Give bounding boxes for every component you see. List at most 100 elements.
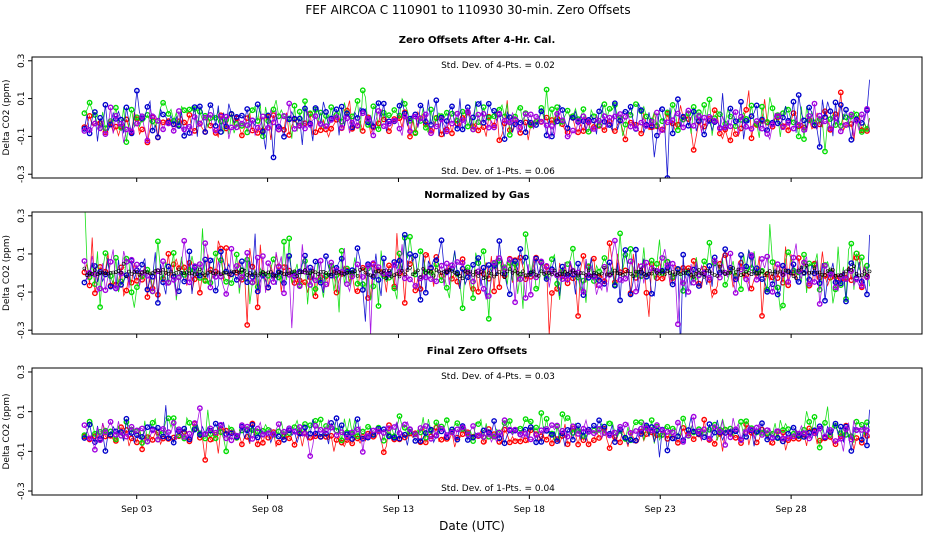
data-point (380, 430, 387, 436)
data-point (549, 440, 555, 447)
data-point (422, 124, 429, 131)
data-point (811, 270, 818, 277)
data-point (312, 277, 319, 284)
data-point (480, 248, 487, 255)
data-point (522, 254, 529, 261)
data-point (659, 427, 666, 434)
data-point (675, 419, 681, 426)
data-point (858, 254, 865, 261)
data-point (302, 421, 308, 427)
data-point (764, 130, 771, 137)
data-point (274, 273, 278, 278)
data-point (433, 123, 440, 130)
data-point (365, 263, 371, 269)
data-point (492, 274, 496, 279)
data-point (359, 87, 366, 94)
data-point (570, 114, 576, 121)
data-point (837, 435, 844, 442)
data-point (365, 119, 371, 126)
data-point (533, 113, 539, 120)
data-point (281, 428, 287, 435)
data-point (354, 245, 361, 252)
data-point (86, 99, 93, 106)
data-point (748, 135, 755, 142)
data-point (317, 426, 324, 433)
data-point (144, 137, 151, 144)
data-point (759, 312, 765, 319)
data-point (459, 259, 466, 266)
data-point (702, 274, 707, 279)
data-point (405, 268, 410, 272)
data-point (363, 270, 368, 275)
data-point (449, 103, 455, 110)
data-point (643, 425, 650, 432)
data-point (312, 293, 319, 300)
data-point (506, 418, 513, 424)
data-point (181, 271, 188, 278)
data-point (686, 268, 691, 272)
data-point (848, 111, 855, 118)
data-point (617, 439, 623, 446)
data-point (217, 421, 224, 428)
data-point (370, 283, 377, 290)
data-point (123, 287, 130, 294)
data-point (727, 137, 734, 144)
data-point (795, 133, 802, 140)
data-point (86, 282, 93, 289)
data-point (149, 113, 156, 120)
data-point (244, 106, 251, 112)
figure-title: FEF AIRCOA C 110901 to 110930 30-min. Ze… (305, 3, 630, 17)
data-point (543, 122, 550, 129)
data-point (344, 115, 350, 122)
data-point (317, 257, 324, 264)
data-point (681, 271, 686, 275)
data-point (265, 124, 272, 131)
data-point (302, 279, 308, 285)
data-point (533, 439, 539, 446)
data-point (113, 123, 119, 130)
data-point (811, 100, 818, 107)
data-point (90, 272, 94, 276)
data-point (422, 423, 429, 429)
data-point (338, 437, 345, 444)
data-point (827, 116, 834, 123)
data-point (612, 100, 618, 107)
data-point (270, 106, 277, 113)
data-point (223, 123, 230, 130)
data-point (313, 270, 318, 275)
data-point (123, 104, 130, 111)
data-point (543, 276, 550, 282)
data-point (738, 98, 744, 105)
data-point (858, 436, 865, 443)
data-point (853, 250, 860, 257)
data-point (811, 430, 818, 437)
data-point (417, 248, 424, 255)
data-point (727, 250, 734, 257)
data-point (133, 114, 140, 121)
data-point (227, 272, 231, 277)
data-point (517, 431, 524, 438)
data-point (359, 110, 366, 117)
data-point (354, 426, 361, 433)
data-point (617, 276, 623, 283)
data-point (281, 436, 287, 443)
data-point (203, 273, 207, 278)
data-point (242, 268, 247, 273)
data-point (202, 431, 209, 437)
data-point (496, 435, 503, 442)
data-point (97, 125, 104, 132)
data-point (102, 131, 109, 138)
data-point (268, 270, 273, 274)
data-point (576, 273, 580, 278)
data-point (249, 117, 256, 124)
data-point (232, 269, 236, 274)
data-point (292, 269, 297, 274)
data-point (291, 125, 298, 132)
data-point (244, 322, 251, 328)
data-point (333, 432, 340, 438)
data-point (606, 105, 613, 112)
data-point (769, 105, 776, 112)
data-point (217, 248, 224, 255)
data-point (670, 270, 675, 274)
